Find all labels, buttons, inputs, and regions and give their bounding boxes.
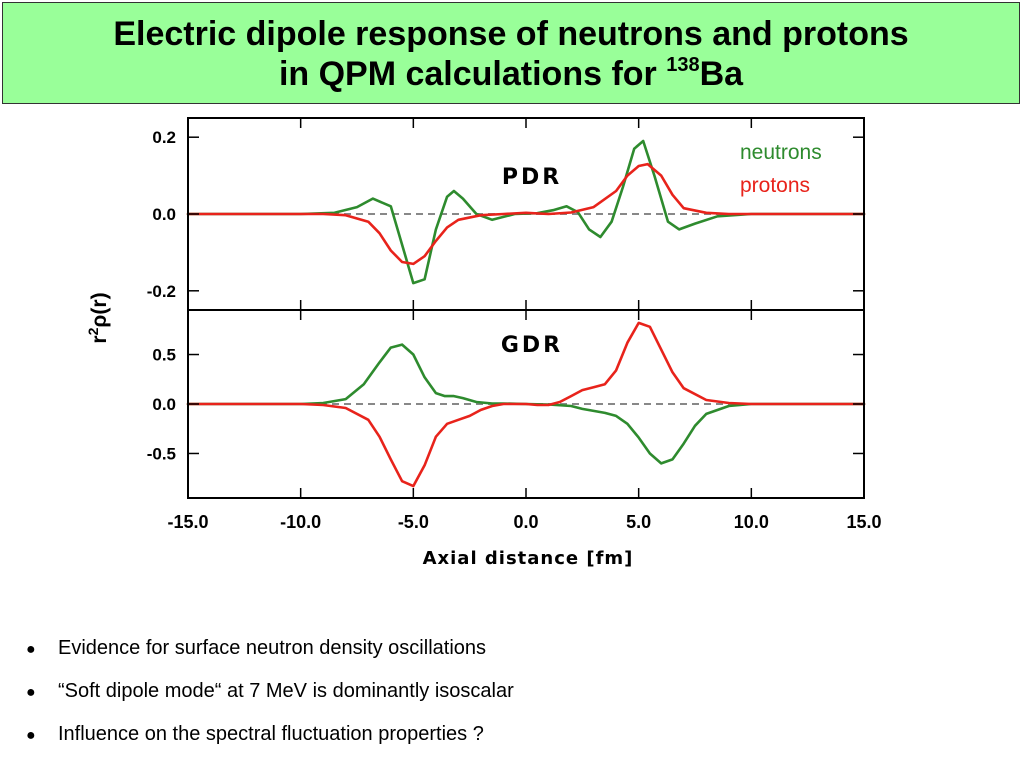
x-tick-label: 10.0 [734, 512, 769, 532]
bullet-text: Influence on the spectral fluctuation pr… [58, 723, 484, 745]
x-tick-label: 15.0 [846, 512, 881, 532]
y-axis-label-base: r [88, 335, 111, 343]
y-tick-label: 0.0 [152, 395, 176, 414]
bullet-item: ● “Soft dipole mode“ at 7 MeV is dominant… [26, 673, 514, 716]
x-axis-label: Axial distance [fm] [423, 548, 634, 569]
legend-neutrons: neutrons [740, 141, 822, 164]
x-tick-label: -15.0 [167, 512, 208, 532]
x-tick-label: 5.0 [626, 512, 651, 532]
y-tick-label: 0.0 [152, 205, 176, 224]
bullet-text: Evidence for surface neutron density osc… [58, 637, 487, 659]
bullet-dot-icon: ● [26, 641, 36, 658]
bullet-dot-icon: ● [26, 727, 36, 744]
y-axis-label-exponent: 2 [85, 327, 101, 335]
bullet-item: ● Evidence for surface neutron density os… [26, 630, 514, 673]
isotope-symbol: Ba [699, 55, 744, 93]
bullet-list: ● Evidence for surface neutron density os… [26, 630, 514, 759]
legend-protons: protons [740, 174, 810, 197]
x-tick-label: -5.0 [398, 512, 429, 532]
title-line-2: in QPM calculations for 138Ba [3, 54, 1019, 94]
x-tick-label: -10.0 [280, 512, 321, 532]
isotope-mass-number: 138 [666, 54, 700, 76]
y-tick-label: -0.2 [147, 282, 176, 301]
panel-label: PDR [502, 165, 562, 190]
y-axis-label-rest: ρ(r) [88, 292, 111, 327]
title-line-2-prefix: in QPM calculations for [278, 55, 667, 93]
slide-title: Electric dipole response of neutrons and… [2, 2, 1020, 104]
title-line-1: Electric dipole response of neutrons and… [113, 15, 909, 53]
y-axis-label: r2ρ(r) [85, 292, 111, 343]
y-tick-label: 0.5 [152, 346, 176, 365]
plot-frame [187, 117, 865, 499]
series-line-protons [186, 321, 866, 488]
bullet-dot-icon: ● [26, 684, 36, 701]
y-tick-label: -0.5 [147, 444, 176, 463]
y-tick-label: 0.2 [152, 128, 176, 147]
x-tick-label: 0.0 [513, 512, 538, 532]
series-line-protons [186, 162, 866, 266]
dipole-response-chart: 0.2 0.0 -0.2 PDR 0.5 0.0 -0.5 GDR -15.0 -10.0 -5.0… [85, 117, 882, 569]
panel-label: GDR [501, 333, 563, 358]
bullet-text: “Soft dipole mode“ at 7 MeV is dominantl… [58, 680, 514, 702]
bullet-item: ● Influence on the spectral fluctuation p… [26, 716, 514, 759]
